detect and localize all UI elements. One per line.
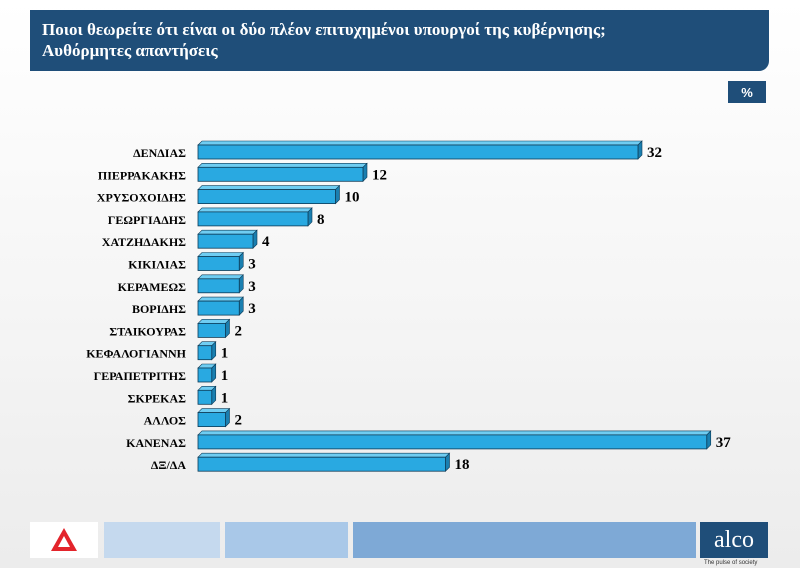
bar-top-face bbox=[197, 296, 244, 302]
bar-top-face bbox=[197, 319, 231, 324]
category-label: ΔΞ/ΔΑ bbox=[151, 458, 187, 472]
value-label: 10 bbox=[345, 190, 360, 206]
bar bbox=[197, 300, 240, 316]
category-label: ΒΟΡΙΔΗΣ bbox=[132, 302, 186, 316]
bar bbox=[197, 211, 309, 227]
bar-top-face bbox=[197, 252, 244, 257]
bar bbox=[197, 367, 213, 383]
footer: alco The pulse of society bbox=[0, 522, 800, 568]
bar bbox=[197, 256, 240, 271]
bar-top-face bbox=[197, 452, 451, 458]
category-label: ΚΕΦΑΛΟΓΙΑΝΝΗ bbox=[86, 347, 186, 361]
category-label: ΑΛΛΟΣ bbox=[144, 414, 187, 428]
title-banner: Ποιοι θεωρείτε ότι είναι οι δύο πλέον επ… bbox=[30, 10, 769, 71]
category-label: ΚΙΚΙΛΙΑΣ bbox=[128, 258, 186, 272]
bar bbox=[197, 322, 226, 338]
bar-top-face bbox=[197, 274, 244, 280]
bar bbox=[197, 345, 213, 361]
value-label: 37 bbox=[716, 435, 732, 451]
bar bbox=[197, 189, 336, 205]
value-label: 2 bbox=[235, 413, 243, 429]
value-label: 1 bbox=[221, 346, 229, 362]
bar bbox=[197, 456, 446, 472]
bar bbox=[197, 233, 254, 249]
value-label: 1 bbox=[221, 368, 229, 384]
category-label: ΣΚΡΕΚΑΣ bbox=[128, 391, 187, 405]
bar bbox=[197, 166, 364, 182]
bar bbox=[197, 144, 639, 160]
footer-block-2 bbox=[225, 522, 348, 558]
value-label: 3 bbox=[248, 279, 256, 295]
alco-logo: alco bbox=[700, 522, 768, 558]
category-label: ΣΤΑΙΚΟΥΡΑΣ bbox=[109, 324, 186, 338]
category-label: ΚΑΝΕΝΑΣ bbox=[126, 436, 186, 450]
bar bbox=[197, 412, 226, 428]
footer-block-3 bbox=[353, 522, 696, 558]
alpha-logo-icon bbox=[51, 528, 77, 551]
bar bbox=[197, 278, 240, 294]
bar-top-face bbox=[197, 207, 313, 213]
value-label: 3 bbox=[248, 301, 256, 317]
category-label: ΓΕΩΡΓΙΑΔΗΣ bbox=[108, 213, 186, 227]
bar-top-face bbox=[197, 408, 231, 413]
value-label: 18 bbox=[455, 457, 470, 473]
bar-top-face bbox=[197, 185, 341, 190]
bar bbox=[197, 434, 708, 450]
category-label: ΔΕΝΔΙΑΣ bbox=[133, 146, 186, 160]
category-label: ΓΕΡΑΠΕΤΡΙΤΗΣ bbox=[94, 369, 187, 383]
value-label: 12 bbox=[372, 167, 387, 183]
footer-block-1 bbox=[104, 522, 220, 558]
alco-tagline: The pulse of society bbox=[704, 560, 758, 566]
value-label: 32 bbox=[647, 145, 662, 161]
bar-top-face bbox=[197, 229, 258, 235]
chart-title: Ποιοι θεωρείτε ότι είναι οι δύο πλέον επ… bbox=[42, 20, 606, 39]
bar-top-face bbox=[197, 163, 368, 168]
unit-badge: % bbox=[728, 81, 766, 103]
category-label: ΠΙΕΡΡΑΚΑΚΗΣ bbox=[98, 168, 186, 182]
bar-top-face bbox=[197, 140, 643, 146]
value-label: 1 bbox=[221, 390, 229, 406]
bar bbox=[197, 389, 213, 405]
value-label: 8 bbox=[317, 212, 325, 228]
value-label: 3 bbox=[248, 257, 256, 273]
category-label: ΧΑΤΖΗΔΑΚΗΣ bbox=[102, 235, 186, 249]
value-label: 2 bbox=[235, 323, 243, 339]
category-label: ΚΕΡΑΜΕΩΣ bbox=[118, 280, 187, 294]
category-label: ΧΡΥΣΟΧΟΙΔΗΣ bbox=[97, 191, 186, 205]
alpha-news-logo bbox=[30, 522, 98, 558]
bar-top-face bbox=[197, 430, 712, 436]
value-label: 4 bbox=[262, 234, 270, 250]
chart-subtitle: Αυθόρμητες απαντήσεις bbox=[42, 41, 218, 60]
